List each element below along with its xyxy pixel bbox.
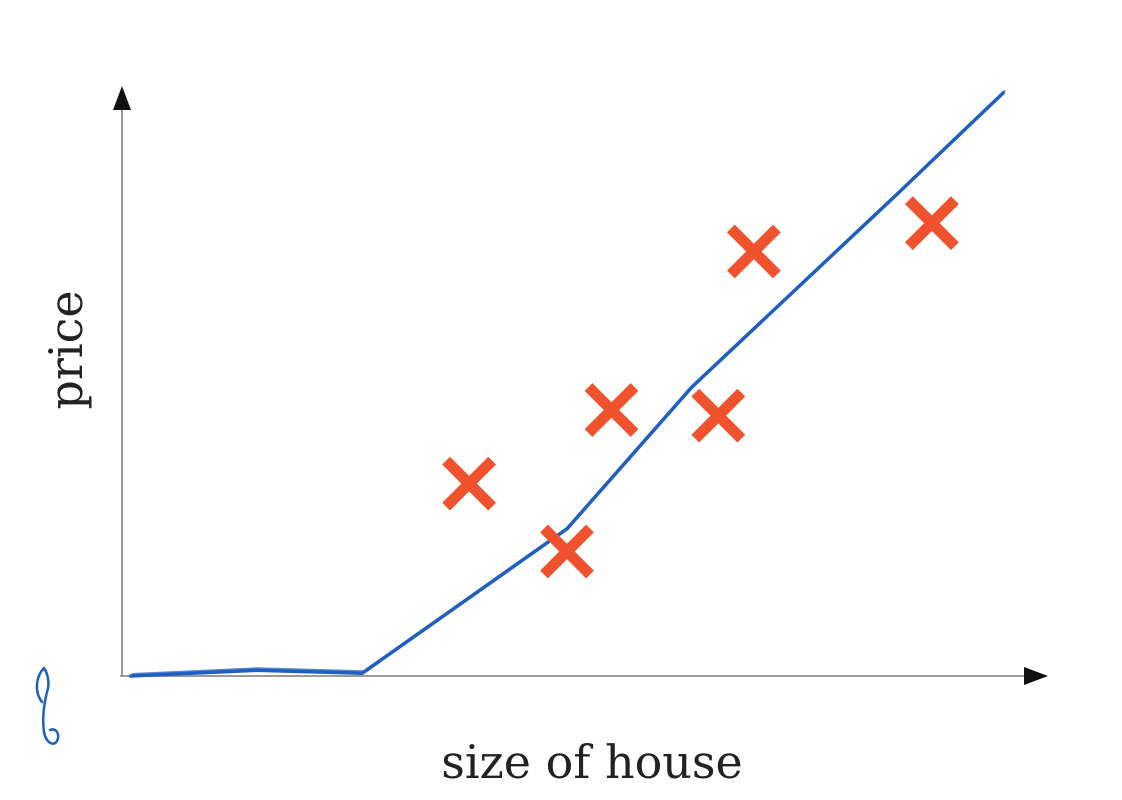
pen-squiggle-mark: [35, 666, 60, 745]
fit-line-sketch-stroke: [131, 90, 1006, 675]
x-axis-arrow: [1024, 667, 1048, 685]
axes: [113, 86, 1048, 685]
data-point-x-mark: [540, 524, 594, 579]
data-point-x-mark: [584, 383, 639, 437]
x-axis-title: size of house: [441, 735, 743, 789]
data-point-stroke: [442, 456, 496, 511]
data-point-x-mark: [905, 196, 959, 251]
fit-line-group: [129, 90, 1006, 678]
fit-line: [129, 91, 1005, 678]
y-axis-arrow: [113, 86, 131, 110]
data-point-x-mark: [442, 456, 496, 511]
data-point-x-mark: [691, 388, 746, 443]
y-axis-title: price: [39, 290, 93, 409]
data-point-stroke: [727, 224, 781, 279]
data-point-stroke: [584, 383, 639, 437]
data-point-stroke: [540, 524, 594, 579]
data-point-stroke: [905, 196, 959, 251]
data-point-stroke: [691, 388, 746, 443]
data-point-x-mark: [727, 224, 781, 279]
data-points: [442, 196, 959, 579]
